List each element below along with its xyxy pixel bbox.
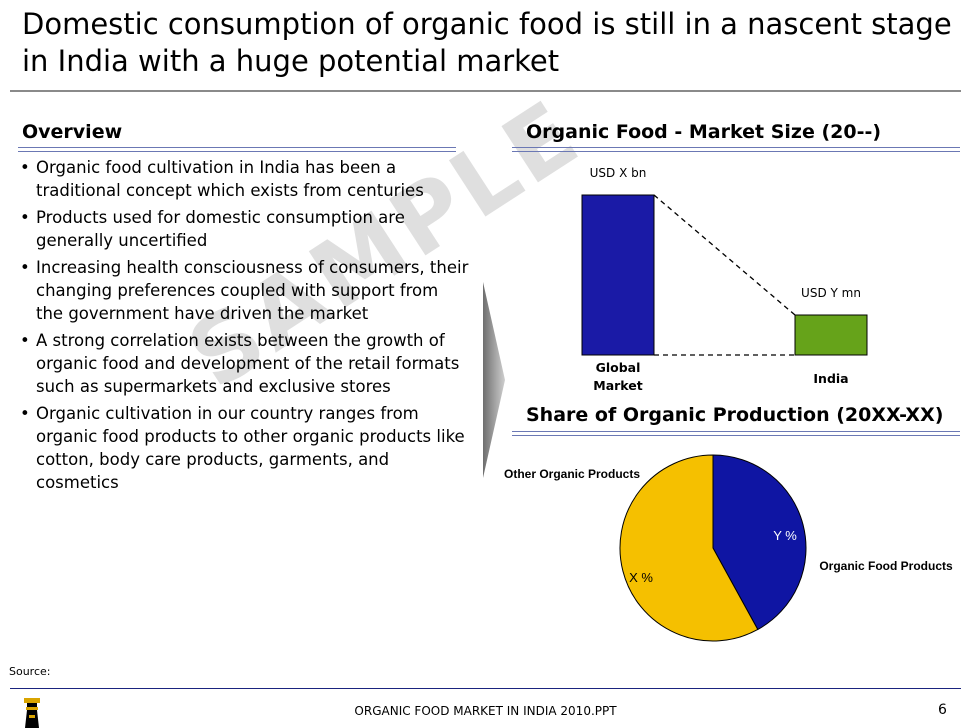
pie-category-label: Organic Food Products xyxy=(819,559,953,573)
overview-bullet: Products used for domestic consumption a… xyxy=(20,206,470,252)
pie-slice-organic-food-products xyxy=(712,454,807,631)
page-number: 6 xyxy=(938,702,947,718)
organic-production-pie-chart: Y % Organic Food Products X % Other Organic… xyxy=(504,454,953,642)
overview-bullet: Organic cultivation in our country range… xyxy=(20,402,470,494)
market-size-divider xyxy=(512,147,960,152)
top-connector-line xyxy=(653,194,796,316)
bar-category-label: India xyxy=(813,371,848,386)
bar-data-label: USD Y mn xyxy=(801,286,861,300)
overview-bullet-list: Organic food cultivation in India has be… xyxy=(20,156,470,498)
slide-title: Domestic consumption of organic food is … xyxy=(22,7,952,78)
bar-india xyxy=(794,314,868,356)
pie-category-label: Other Organic Products xyxy=(504,467,640,481)
transition-arrow-icon xyxy=(483,282,505,478)
lighthouse-logo-icon xyxy=(24,698,40,728)
pie-slice-other-organic-products xyxy=(619,454,759,642)
bar-global-market xyxy=(581,194,655,356)
source-label: Source: xyxy=(9,665,51,678)
overview-bullet: Increasing health consciousness of consu… xyxy=(20,256,470,325)
pie-data-label: X % xyxy=(629,570,653,585)
bar-category-label: Global xyxy=(596,360,641,375)
overview-bullet: Organic food cultivation in India has be… xyxy=(20,156,470,202)
market-size-bar-chart: USD X bn Global Market USD Y mn India xyxy=(581,166,868,393)
overview-bullet: A strong correlation exists between the … xyxy=(20,329,470,398)
footer-document-name: ORGANIC FOOD MARKET IN INDIA 2010.PPT xyxy=(354,704,617,718)
bar-data-label: USD X bn xyxy=(590,166,647,180)
share-divider xyxy=(512,431,960,436)
bar-category-label: Market xyxy=(593,378,642,393)
overview-heading: Overview xyxy=(22,121,123,143)
share-chart-title: Share of Organic Production (20XX-XX) xyxy=(526,404,944,426)
overview-divider xyxy=(18,147,456,152)
footer-divider xyxy=(10,688,961,689)
market-size-chart-title: Organic Food - Market Size (20--) xyxy=(526,121,882,143)
pie-data-label: Y % xyxy=(773,528,797,543)
title-divider xyxy=(10,90,961,92)
